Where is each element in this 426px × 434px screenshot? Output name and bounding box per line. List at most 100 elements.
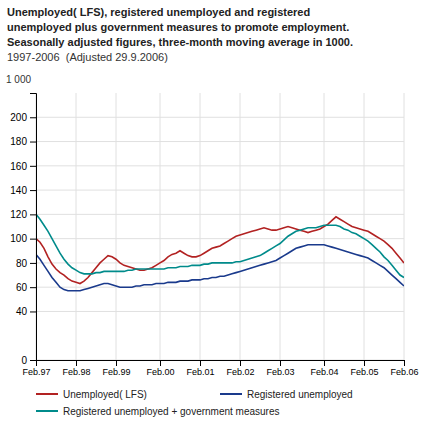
tick: 120 xyxy=(10,209,36,220)
tick-label: Feb.97 xyxy=(22,367,50,377)
tick: Feb.99 xyxy=(102,360,130,377)
legend-swatch xyxy=(36,393,58,395)
x-axis: Feb.97 Feb.98 Feb.99 Feb.00 Feb.01 Feb.02 Feb.… xyxy=(22,360,418,377)
grid-line xyxy=(36,141,404,142)
tick-label: 0 xyxy=(21,355,27,366)
y-axis-label: 1 000 xyxy=(6,74,31,85)
title: Unemployed( LFS), registered unemployed … xyxy=(7,6,310,18)
tick: Feb.98 xyxy=(62,360,90,377)
grid-line xyxy=(364,93,365,360)
tick-mark xyxy=(76,360,77,366)
tick-label: Feb.98 xyxy=(62,367,90,377)
tick: Feb.03 xyxy=(266,360,294,377)
tick-label: 40 xyxy=(16,306,28,317)
grid-line xyxy=(116,93,117,360)
tick-label: 200 xyxy=(10,112,27,123)
tick-label: Feb.99 xyxy=(102,367,130,377)
legend-label: Registered unemployed xyxy=(247,389,353,400)
tick-label: 160 xyxy=(10,161,27,172)
tick: 200 xyxy=(10,112,36,123)
legend-item: Unemployed( LFS) xyxy=(36,389,147,400)
tick-mark xyxy=(30,214,36,215)
tick: 40 xyxy=(16,306,36,317)
grid-line xyxy=(76,93,77,360)
grid-line xyxy=(36,165,404,166)
tick-mark xyxy=(30,263,36,264)
chart: Unemployed( LFS), registered unemployed … xyxy=(0,0,426,434)
tick-mark xyxy=(364,360,365,366)
tick-label: 80 xyxy=(16,258,28,269)
grid-line xyxy=(240,93,241,360)
tick-mark xyxy=(30,360,36,361)
tick-label: 120 xyxy=(10,209,27,220)
legend-label: Registered unemployed + government measu… xyxy=(63,406,280,417)
grid-line xyxy=(36,117,404,118)
tick-label: Feb.01 xyxy=(186,367,214,377)
tick-mark xyxy=(30,287,36,288)
tick: Feb.05 xyxy=(350,360,378,377)
grid-line xyxy=(36,190,404,191)
tick: 180 xyxy=(10,136,36,147)
tick: 80 xyxy=(16,258,36,269)
tick-label: Feb.06 xyxy=(390,367,418,377)
tick-mark xyxy=(30,142,36,143)
grid-line xyxy=(404,93,405,360)
title: unemployed plus government measures to p… xyxy=(7,21,349,33)
tick: 0 xyxy=(21,355,36,366)
tick: Feb.02 xyxy=(226,360,254,377)
tick: Feb.06 xyxy=(390,360,418,377)
tick: Feb.00 xyxy=(146,360,174,377)
legend-item: Registered unemployed xyxy=(220,389,353,400)
title: Seasonally adjusted figures, three-month… xyxy=(7,36,353,48)
legend-item: Registered unemployed + government measu… xyxy=(36,406,280,417)
grid-line xyxy=(160,93,161,360)
tick-mark xyxy=(324,360,325,366)
tick-mark xyxy=(116,360,117,366)
tick-label: Feb.03 xyxy=(266,367,294,377)
subtitle: 1997-2006 (Adjusted 29.9.2006) xyxy=(7,51,168,63)
tick-mark xyxy=(200,360,201,366)
tick-mark xyxy=(30,239,36,240)
tick-mark xyxy=(30,166,36,167)
tick: 60 xyxy=(16,282,36,293)
grid xyxy=(36,93,404,360)
tick-label: Feb.00 xyxy=(146,367,174,377)
series-line xyxy=(36,214,404,277)
tick: Feb.01 xyxy=(186,360,214,377)
tick-label: 140 xyxy=(10,185,27,196)
tick-mark xyxy=(280,360,281,366)
tick: 140 xyxy=(10,185,36,196)
tick-mark xyxy=(30,311,36,312)
tick: 160 xyxy=(10,161,36,172)
lines xyxy=(36,214,404,290)
legend-swatch xyxy=(36,410,58,412)
grid-line xyxy=(36,311,404,312)
tick: Feb.04 xyxy=(310,360,338,377)
axis-line xyxy=(30,94,37,361)
grid-line xyxy=(36,214,404,215)
plot: 0406080100120140160180200Feb.97Feb.98Feb… xyxy=(10,93,418,377)
tick-label: Feb.05 xyxy=(350,367,378,377)
tick-label: Feb.04 xyxy=(310,367,338,377)
legend-swatch xyxy=(220,393,242,395)
legend: Unemployed( LFS) Registered unemployed Reg… xyxy=(36,389,353,417)
tick-label: Feb.02 xyxy=(226,367,254,377)
tick-mark xyxy=(36,360,37,366)
series-line xyxy=(36,245,404,291)
legend-label: Unemployed( LFS) xyxy=(63,389,147,400)
tick-mark xyxy=(160,360,161,366)
grid-line xyxy=(200,93,201,360)
y-axis: 0 40 60 80 100 120 140 160 180 200 xyxy=(10,94,36,366)
tick-mark xyxy=(30,190,36,191)
grid-line xyxy=(280,93,281,360)
tick: Feb.97 xyxy=(22,360,50,377)
tick-label: 180 xyxy=(10,136,27,147)
axis-line xyxy=(37,361,405,367)
tick: 100 xyxy=(10,233,36,244)
tick-mark xyxy=(30,117,36,118)
tick-mark xyxy=(404,360,405,366)
tick-label: 60 xyxy=(16,282,28,293)
tick-mark xyxy=(240,360,241,366)
grid-line xyxy=(36,238,404,239)
tick-label: 100 xyxy=(10,233,27,244)
